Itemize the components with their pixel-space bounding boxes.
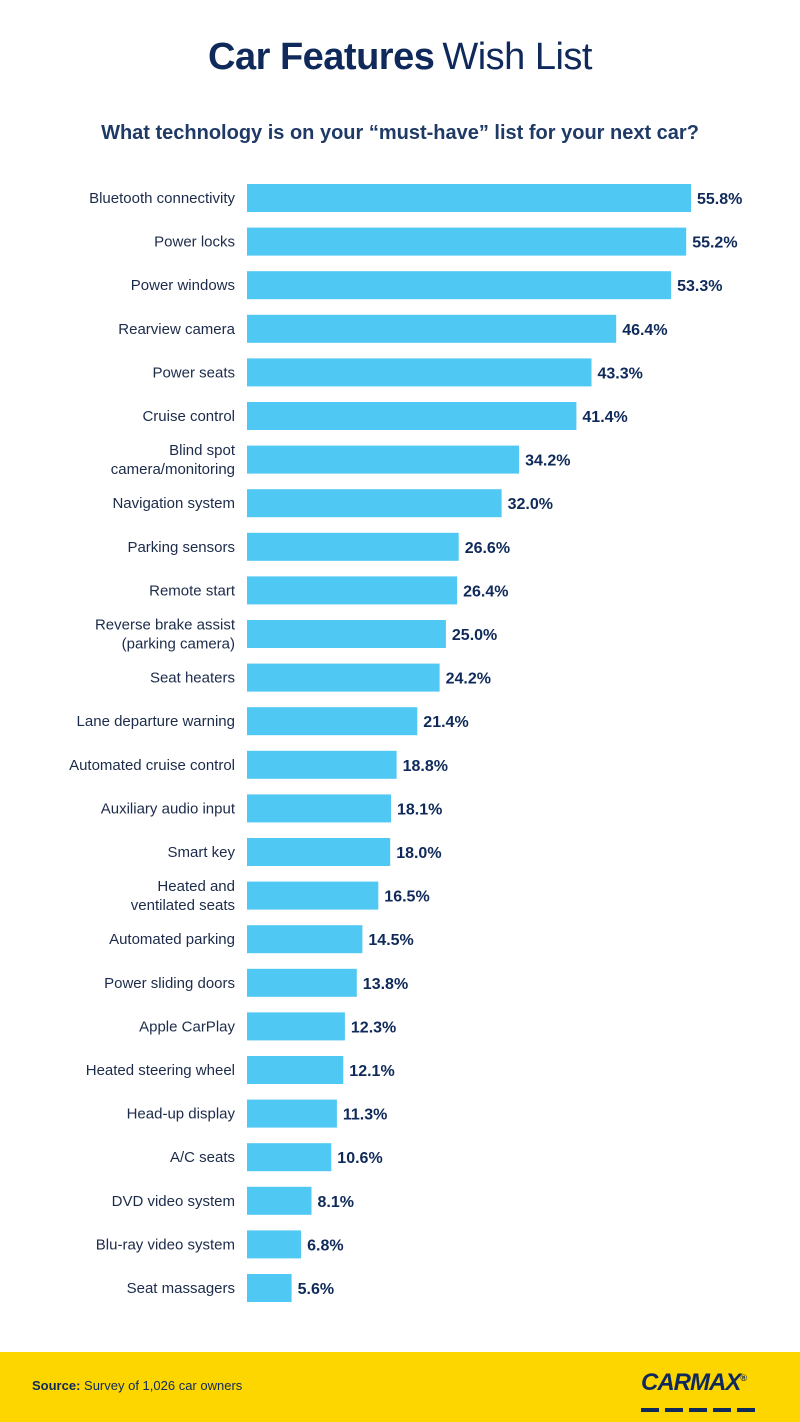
category-label: Power windows: [131, 277, 235, 294]
bar: [247, 925, 363, 954]
category-label: Automated cruise control: [69, 757, 235, 774]
category-label: Navigation system: [112, 495, 235, 512]
bar: [247, 1099, 337, 1128]
data-label: 32.0%: [508, 496, 553, 513]
bar: [247, 358, 592, 387]
category-label: Head-up display: [127, 1106, 236, 1123]
category-label: Heated and ventilated seats: [131, 878, 235, 914]
bar: [247, 1186, 312, 1215]
category-label: Reverse brake assist (parking camera): [95, 617, 236, 653]
bar: [247, 1274, 292, 1302]
category-label: Remote start: [149, 582, 236, 599]
data-label: 43.3%: [598, 365, 643, 382]
bar: [247, 620, 446, 648]
data-label: 55.8%: [697, 191, 742, 208]
bar: [247, 271, 672, 300]
category-label: Smart key: [167, 844, 235, 861]
page-title: Car Features Wish List: [0, 32, 800, 82]
category-label: Lane departure warning: [77, 713, 235, 730]
data-label: 18.8%: [403, 758, 448, 775]
footer-bar: Source: Survey of 1,026 car owners CARMA…: [0, 1352, 800, 1422]
bar: [247, 881, 379, 910]
data-label: 34.2%: [525, 453, 570, 470]
category-label: Power locks: [154, 234, 235, 251]
data-label: 5.6%: [298, 1281, 334, 1298]
title-bold: Car Features: [208, 36, 435, 78]
carmax-logo: CARMAX®: [641, 1364, 781, 1412]
data-label: 55.2%: [692, 235, 737, 252]
category-label: A/C seats: [170, 1149, 235, 1166]
category-label: Auxiliary audio input: [101, 800, 236, 817]
chart-subtitle: What technology is on your “must-have” l…: [101, 122, 699, 144]
category-label: Bluetooth connectivity: [89, 190, 235, 207]
title-light: Wish List: [442, 36, 592, 78]
bar: [247, 1143, 332, 1172]
data-label: 26.4%: [463, 583, 508, 600]
category-label: Seat massagers: [127, 1280, 235, 1297]
bar: [247, 707, 418, 736]
category-label: Parking sensors: [127, 539, 235, 556]
data-label: 21.4%: [423, 714, 468, 731]
bar: [247, 314, 617, 343]
data-label: 24.2%: [446, 671, 491, 688]
bar: [247, 1230, 302, 1259]
category-label: Heated steering wheel: [86, 1062, 235, 1079]
data-label: 18.0%: [396, 845, 441, 862]
data-label: 14.5%: [368, 932, 413, 949]
bar: [247, 227, 687, 256]
bar: [247, 489, 502, 518]
category-label: DVD video system: [112, 1193, 235, 1210]
bar: [247, 838, 391, 866]
category-label: Power seats: [152, 364, 235, 381]
data-label: 18.1%: [397, 801, 442, 818]
source-label: Source:: [32, 1378, 81, 1393]
category-label: Seat heaters: [150, 670, 235, 687]
data-label: 13.8%: [363, 976, 408, 993]
data-label: 8.1%: [318, 1194, 354, 1211]
data-label: 41.4%: [582, 409, 627, 426]
bar: [247, 1012, 345, 1041]
category-label: Power sliding doors: [104, 975, 235, 992]
bar: [247, 532, 459, 561]
category-label: Blind spot camera/monitoring: [111, 442, 236, 478]
data-label: 12.1%: [349, 1063, 394, 1080]
source-note: Source: Survey of 1,026 car owners: [32, 1376, 242, 1396]
source-text: Survey of 1,026 car owners: [84, 1378, 243, 1393]
bar: [247, 663, 440, 692]
bar: [247, 794, 391, 823]
data-label: 53.3%: [677, 278, 722, 295]
data-label: 25.0%: [452, 627, 497, 644]
logo-wordmark: CARMAX®: [641, 1369, 747, 1396]
data-label: 26.6%: [465, 540, 510, 557]
data-label: 12.3%: [351, 1019, 396, 1036]
category-label: Blu-ray video system: [96, 1236, 235, 1253]
logo-dashes: [641, 1399, 781, 1412]
category-label: Cruise control: [142, 408, 235, 425]
bar: [247, 445, 520, 474]
bar: [247, 184, 691, 212]
data-label: 10.6%: [337, 1150, 382, 1167]
category-label: Automated parking: [109, 931, 235, 948]
bar: [247, 968, 357, 997]
data-label: 16.5%: [384, 889, 429, 906]
bar: [247, 1056, 344, 1084]
bar: [247, 402, 577, 430]
bar: [247, 576, 458, 605]
data-label: 11.3%: [343, 1107, 387, 1124]
category-label: Apple CarPlay: [139, 1018, 235, 1035]
data-label: 6.8%: [307, 1237, 343, 1254]
category-label: Rearview camera: [118, 321, 235, 338]
bar: [247, 750, 397, 779]
data-label: 46.4%: [622, 322, 667, 339]
